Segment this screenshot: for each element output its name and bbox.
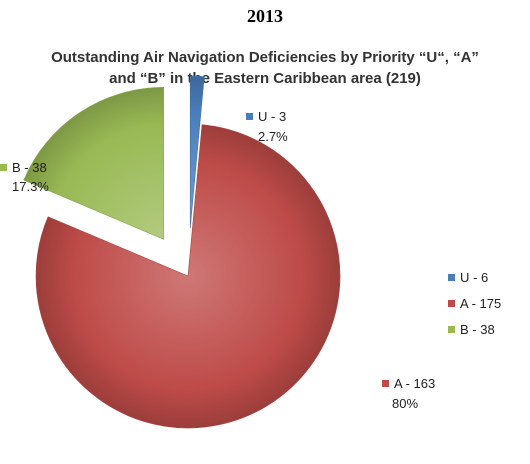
slice-percent-u: 2.7%	[258, 129, 288, 144]
slice-label-swatch-a	[382, 380, 389, 387]
slice-label-a: A - 163	[394, 376, 435, 391]
slice-percent-b: 17.3%	[12, 179, 49, 194]
legend-swatch-2	[448, 326, 455, 333]
slice-label-b: B - 38	[12, 160, 47, 175]
legend-label-0: U - 6	[460, 270, 488, 285]
chart-title: Outstanding Air Navigation Deficiencies …	[0, 47, 530, 89]
legend: U - 6 A - 175 B - 38	[448, 270, 501, 337]
pie-slice-a	[35, 124, 341, 429]
pie-slice-u	[189, 75, 205, 229]
chart-title-line-1: Outstanding Air Navigation Deficiencies …	[51, 49, 479, 66]
legend-label-1: A - 175	[460, 296, 501, 311]
slice-labels: U - 3 2.7% A - 163 80% B - 38 17.3%	[0, 109, 435, 411]
pie-slice-b	[23, 87, 164, 240]
chart-title-line-2: and “B” in the Eastern Caribbean area (2…	[109, 70, 421, 87]
slice-label-u: U - 3	[258, 109, 286, 124]
chart-year: 2013	[247, 6, 283, 26]
slice-label-swatch-b	[0, 164, 7, 171]
slice-label-swatch-u	[246, 113, 253, 120]
legend-label-2: B - 38	[460, 322, 495, 337]
slice-percent-a: 80%	[392, 396, 418, 411]
legend-swatch-0	[448, 274, 455, 281]
legend-swatch-1	[448, 300, 455, 307]
pie-slices	[23, 75, 341, 429]
